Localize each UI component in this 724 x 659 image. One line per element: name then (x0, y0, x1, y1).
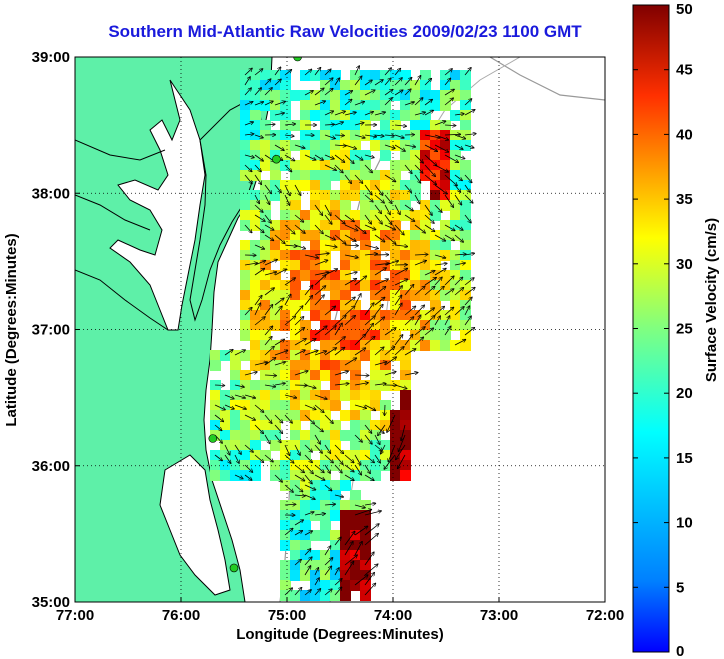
x-tick-label: 76:00 (162, 607, 200, 624)
colorbar-tick-label: 5 (676, 579, 684, 596)
colorbar-tick-label: 15 (676, 450, 693, 467)
colorbar-tick-label: 0 (676, 643, 684, 659)
x-tick-label: 72:00 (586, 607, 624, 624)
radar-station (208, 434, 218, 443)
x-tick-label: 75:00 (268, 607, 306, 624)
colorbar-tick-label: 10 (676, 515, 693, 532)
colorbar-tick-label: 30 (676, 256, 693, 273)
x-tick-label: 74:00 (374, 607, 412, 624)
colorbar-tick-label: 50 (676, 1, 693, 18)
radar-station (293, 57, 302, 62)
x-tick-label: 73:00 (480, 607, 518, 624)
bay-water (109, 79, 206, 331)
grid-lines (75, 57, 605, 602)
chart-title: Southern Mid-Atlantic Raw Velocities 200… (108, 22, 582, 41)
colorbar-tick-label: 20 (676, 385, 693, 402)
sound-water (159, 454, 231, 596)
river-1 (75, 139, 166, 161)
y-axis-label: Latitude (Degrees:Minutes) (3, 233, 20, 426)
river-3 (75, 269, 169, 331)
y-tick-label: 38:00 (32, 185, 70, 202)
colorbar-tick-label: 25 (676, 321, 693, 338)
x-axis-label: Longitude (Degrees:Minutes) (236, 626, 444, 643)
y-tick-label: 36:00 (32, 458, 70, 475)
colorbar-tick-label: 35 (676, 191, 693, 208)
colorbar-tick-label: 45 (676, 62, 693, 79)
colorbar-tick-label: 40 (676, 126, 693, 143)
x-tick-label: 77:00 (56, 607, 94, 624)
y-tick-label: 39:00 (32, 49, 70, 66)
radar-station (272, 154, 281, 164)
velocity-vectors (214, 66, 476, 596)
y-tick-label: 37:00 (32, 322, 70, 339)
colorbar-label: Surface Velocity (cm/s) (703, 218, 720, 382)
colorbar (632, 4, 670, 653)
radar-station (229, 563, 239, 573)
y-tick-label: 35:00 (32, 594, 70, 611)
river-2 (75, 194, 151, 231)
